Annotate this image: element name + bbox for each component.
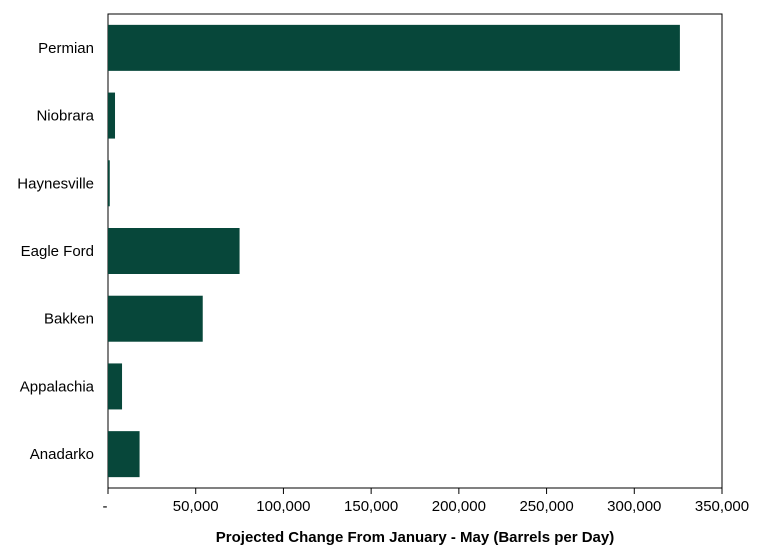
category-label: Anadarko xyxy=(30,446,94,463)
category-label: Niobrara xyxy=(36,108,94,125)
x-tick-label: 50,000 xyxy=(173,498,219,515)
bar-anadarko xyxy=(108,431,140,478)
x-tick-label: 350,000 xyxy=(695,498,749,515)
x-tick-label: 250,000 xyxy=(519,498,573,515)
x-tick-label: - xyxy=(103,498,108,515)
x-tick-label: 200,000 xyxy=(432,498,486,515)
bar-haynesville xyxy=(108,160,110,207)
category-label: Appalachia xyxy=(20,378,95,395)
x-tick-label: 150,000 xyxy=(344,498,398,515)
bar-bakken xyxy=(108,295,203,342)
bar-appalachia xyxy=(108,363,123,410)
bar-eagle-ford xyxy=(108,228,240,274)
category-labels: Permian Niobrara Haynesville Eagle Ford Bakk… xyxy=(17,40,94,463)
x-tick-label: 100,000 xyxy=(256,498,310,515)
x-axis-title: Projected Change From January - May (Bar… xyxy=(216,529,614,546)
bars xyxy=(108,24,680,478)
bar-niobrara xyxy=(108,92,116,139)
x-tick-label: 300,000 xyxy=(607,498,661,515)
category-label: Permian xyxy=(38,40,94,57)
x-axis-ticks: - 50,000 100,000 150,000 200,000 250,000 300,0… xyxy=(103,488,749,515)
category-label: Bakken xyxy=(44,311,94,328)
bar-permian xyxy=(108,24,680,71)
category-label: Eagle Ford xyxy=(21,243,94,260)
category-label: Haynesville xyxy=(17,175,94,192)
